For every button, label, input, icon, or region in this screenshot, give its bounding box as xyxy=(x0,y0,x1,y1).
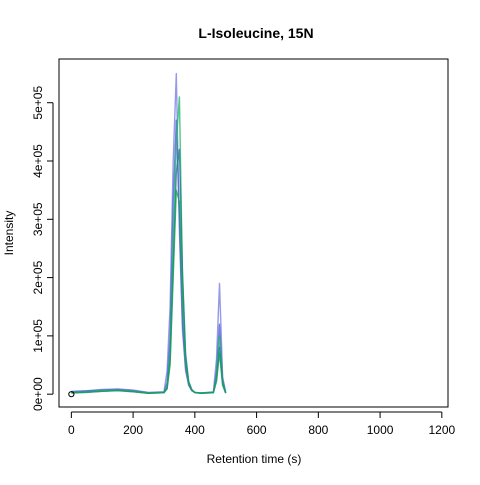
y-tick-label: 3e+05 xyxy=(31,202,45,236)
x-tick-label: 1000 xyxy=(367,423,394,437)
y-tick-label: 4e+05 xyxy=(31,144,45,178)
x-tick-label: 200 xyxy=(123,423,143,437)
y-tick-label: 2e+05 xyxy=(31,260,45,294)
series-line-3 xyxy=(71,96,227,394)
x-tick-label: 800 xyxy=(308,423,328,437)
x-tick-label: 400 xyxy=(185,423,205,437)
series-line-2 xyxy=(71,119,227,394)
chart-title: L-Isoleucine, 15N xyxy=(198,25,313,41)
x-axis: 0 200 400 600 800 1000 1200 xyxy=(68,411,455,437)
plot-frame xyxy=(58,58,449,408)
y-tick-label: 5e+05 xyxy=(31,86,45,120)
series-line-1 xyxy=(71,72,227,394)
y-axis-label: Intensity xyxy=(2,211,16,256)
x-axis-label: Retention time (s) xyxy=(207,452,302,466)
y-tick-label: 1e+05 xyxy=(31,319,45,353)
series-line-5 xyxy=(71,189,227,394)
series-layer xyxy=(71,72,227,394)
origin-point xyxy=(68,391,75,398)
x-tick-label: 0 xyxy=(68,423,75,437)
y-tick-label: 0e+00 xyxy=(31,377,45,411)
y-axis: 0e+00 1e+05 2e+05 3e+05 4e+05 5e+05 xyxy=(31,86,54,411)
x-tick-label: 1200 xyxy=(428,423,455,437)
x-tick-label: 600 xyxy=(247,423,267,437)
marker-layer xyxy=(68,391,75,398)
series-line-4 xyxy=(71,148,227,394)
